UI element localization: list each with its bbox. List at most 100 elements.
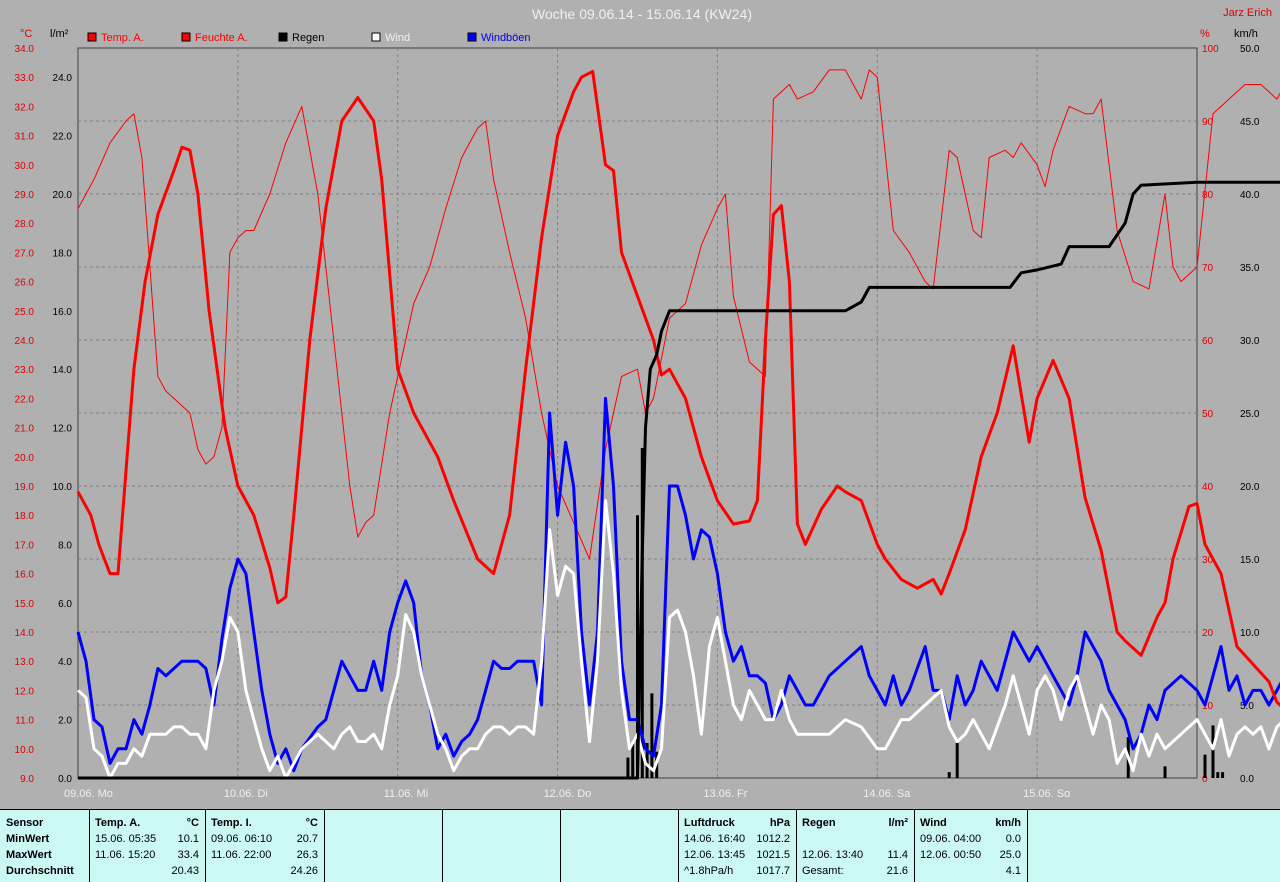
humidity-axis-unit: % bbox=[1200, 28, 1210, 40]
wind-avg-value: 4.1 bbox=[1005, 865, 1021, 877]
x-axis-day-label: 09.06. Mo bbox=[64, 788, 113, 800]
humidity-tick-label: 90 bbox=[1202, 117, 1214, 128]
series-line-feuchte-a- bbox=[77, 69, 1280, 560]
chart-title: Woche 09.06.14 - 15.06.14 (KW24) bbox=[532, 6, 752, 22]
header-regen: Regen bbox=[802, 817, 836, 829]
wind-tick-label: 50.0 bbox=[1240, 44, 1260, 55]
temp-a-max-time: 11.06. 15:20 bbox=[95, 849, 156, 861]
x-axis-day-label: 12.06. Do bbox=[544, 788, 592, 800]
temp-tick-label: 23.0 bbox=[15, 365, 35, 376]
rain-bar bbox=[636, 515, 639, 778]
rain-bar bbox=[1163, 766, 1167, 778]
regen-max-time: 12.06. 13:40 bbox=[802, 849, 864, 861]
humidity-tick-label: 80 bbox=[1202, 190, 1214, 201]
temp-tick-label: 16.0 bbox=[15, 570, 35, 581]
weather-chart: Woche 09.06.14 - 15.06.14 (KW24) Jarz Er… bbox=[15, 6, 1280, 800]
luftdruck-min-time: 14.06. 16:40 bbox=[684, 833, 746, 845]
rain-tick-label: 10.0 bbox=[53, 482, 73, 493]
row-label-max: MaxWert bbox=[6, 849, 52, 861]
temp-tick-label: 17.0 bbox=[15, 540, 35, 551]
humidity-tick-label: 60 bbox=[1202, 336, 1214, 347]
rain-tick-label: 4.0 bbox=[58, 657, 72, 668]
header-temp-i: Temp. I. bbox=[211, 817, 252, 829]
rain-bar bbox=[1211, 725, 1215, 778]
legend-swatch bbox=[87, 32, 97, 42]
rain-tick-label: 2.0 bbox=[58, 716, 72, 727]
temp-i-avg-value: 24.26 bbox=[290, 865, 318, 877]
humidity-tick-label: 10 bbox=[1202, 701, 1214, 712]
legend-swatch bbox=[371, 32, 381, 42]
temp-tick-label: 27.0 bbox=[15, 248, 35, 259]
x-axis-day-label: 11.06. Mi bbox=[384, 788, 428, 800]
wind-tick-label: 40.0 bbox=[1240, 190, 1260, 201]
series-lines bbox=[76, 69, 1280, 780]
legend-swatch bbox=[181, 32, 191, 42]
wind-max-time: 12.06. 00:50 bbox=[920, 849, 982, 861]
luftdruck-max-value: 1021.5 bbox=[756, 849, 790, 861]
wind-max-value: 25.0 bbox=[999, 849, 1021, 861]
rain-tick-label: 24.0 bbox=[53, 73, 73, 84]
humidity-tick-label: 100 bbox=[1202, 44, 1219, 55]
stats-col-regen: Regen l/m² 12.06. 13:40 11.4 Gesamt: 21.… bbox=[796, 810, 915, 882]
legend-label: Temp. A. bbox=[101, 32, 144, 44]
legend-label: Wind bbox=[385, 32, 410, 44]
wind-tick-label: 0.0 bbox=[1240, 774, 1254, 785]
temp-tick-label: 20.0 bbox=[15, 453, 35, 464]
wind-tick-label: 10.0 bbox=[1240, 628, 1260, 639]
stats-col-sensor: Sensor MinWert MaxWert Durchschnitt bbox=[0, 810, 90, 882]
temp-i-min-time: 09.06. 06:10 bbox=[211, 833, 273, 845]
rain-tick-label: 12.0 bbox=[53, 424, 73, 435]
humidity-tick-label: 20 bbox=[1202, 628, 1214, 639]
x-axis-day-label: 14.06. Sa bbox=[863, 788, 911, 800]
temp-tick-label: 29.0 bbox=[15, 190, 35, 201]
header-wind: Wind bbox=[920, 817, 947, 829]
temp-i-min-value: 20.7 bbox=[296, 833, 318, 845]
temp-tick-label: 28.0 bbox=[15, 219, 35, 230]
row-label-min: MinWert bbox=[6, 833, 50, 845]
header-luftdruck: Luftdruck bbox=[684, 817, 735, 829]
rain-tick-label: 18.0 bbox=[53, 248, 73, 259]
rain-bar bbox=[947, 772, 951, 778]
header-temp-a: Temp. A. bbox=[95, 817, 141, 829]
header-luftdruck-unit: hPa bbox=[769, 817, 790, 829]
temp-tick-label: 31.0 bbox=[15, 132, 35, 143]
stats-col-empty-1 bbox=[324, 810, 443, 882]
x-axis-day-label: 15.06. So bbox=[1023, 788, 1070, 800]
legend-swatch bbox=[467, 32, 477, 42]
rain-bar bbox=[1216, 772, 1220, 778]
humidity-tick-label: 50 bbox=[1202, 409, 1214, 420]
header-wind-unit: km/h bbox=[995, 817, 1021, 829]
chart-author: Jarz Erich bbox=[1223, 7, 1272, 19]
temp-tick-label: 10.0 bbox=[15, 745, 35, 756]
rain-tick-label: 22.0 bbox=[53, 132, 73, 143]
temp-tick-label: 34.0 bbox=[15, 44, 35, 55]
wind-tick-label: 20.0 bbox=[1240, 482, 1260, 493]
statistics-panel: Sensor MinWert MaxWert Durchschnitt Temp… bbox=[0, 809, 1280, 882]
regen-total-label: Gesamt: bbox=[802, 865, 844, 877]
row-label-avg: Durchschnitt bbox=[6, 865, 74, 877]
rain-tick-label: 16.0 bbox=[53, 307, 73, 318]
wind-tick-label: 25.0 bbox=[1240, 409, 1260, 420]
humidity-tick-label: 0 bbox=[1202, 774, 1208, 785]
rain-tick-label: 14.0 bbox=[53, 365, 73, 376]
chart-legend: Temp. A. Feuchte A. Regen Wind Windböen bbox=[87, 32, 531, 44]
x-axis-day-label: 13.06. Fr bbox=[703, 788, 747, 800]
regen-total-value: 21.6 bbox=[886, 865, 908, 877]
header-regen-unit: l/m² bbox=[888, 817, 908, 829]
luftdruck-trend: ^1.8hPa/h bbox=[684, 865, 734, 877]
stats-col-luftdruck: Luftdruck hPa 14.06. 16:40 1012.2 12.06.… bbox=[678, 810, 797, 882]
stats-col-empty-3 bbox=[560, 810, 679, 882]
regen-max-value: 11.4 bbox=[887, 849, 908, 861]
temp-axis-unit: °C bbox=[20, 28, 32, 40]
humidity-tick-label: 30 bbox=[1202, 555, 1214, 566]
temp-tick-label: 9.0 bbox=[20, 774, 34, 785]
wind-min-time: 09.06. 04:00 bbox=[920, 833, 982, 845]
wind-min-value: 0.0 bbox=[1005, 833, 1021, 845]
temp-tick-label: 11.0 bbox=[15, 716, 34, 727]
series-line-wind bbox=[76, 499, 1280, 780]
legend-swatch bbox=[278, 32, 288, 42]
rain-bar bbox=[1203, 754, 1207, 778]
temp-tick-label: 12.0 bbox=[15, 686, 35, 697]
temp-a-min-time: 15.06. 05:35 bbox=[95, 833, 157, 845]
humidity-tick-label: 70 bbox=[1202, 263, 1214, 274]
